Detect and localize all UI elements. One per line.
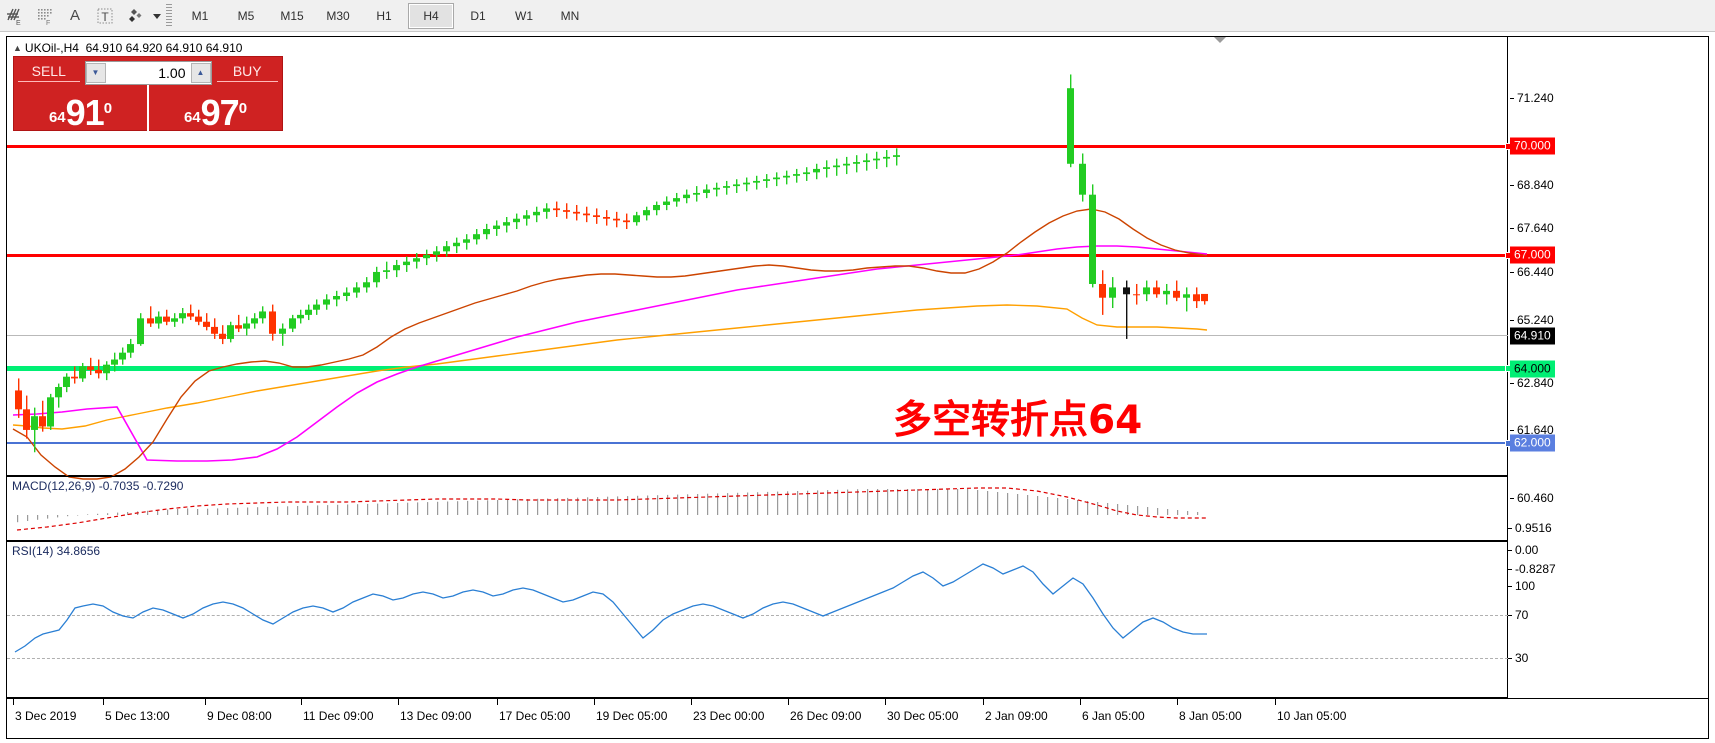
price-label-62[interactable]: 62.000: [1510, 434, 1555, 452]
time-tick: 8 Jan 05:00: [1177, 699, 1242, 723]
svg-text:E: E: [16, 20, 21, 26]
svg-text:F: F: [46, 20, 50, 26]
ohlc-values: 64.910 64.920 64.910 64.910: [85, 41, 243, 55]
timeframe-m30[interactable]: M30: [326, 8, 350, 23]
text-tool-icon[interactable]: A: [69, 7, 80, 24]
timeframe-d1[interactable]: D1: [470, 8, 486, 23]
main-toolbar: E F A T M1 M5 M15 M30 H1 H4 D1 W: [0, 0, 1715, 32]
price-tick-60460: 60.460: [1510, 491, 1554, 505]
time-tick: 11 Dec 09:00: [301, 699, 374, 723]
price-label-70[interactable]: 70.000: [1510, 137, 1555, 155]
rsi-line: [14, 563, 1207, 653]
price-tick-61640: 61.640: [1510, 423, 1554, 437]
sell-button[interactable]: SELL: [18, 63, 80, 82]
price-tick-68840: 68.840: [1510, 178, 1554, 192]
grid-template-icon[interactable]: F: [30, 3, 60, 29]
volume-increase-button[interactable]: ▲: [190, 62, 211, 83]
macd-tick-zero: 0.00: [1507, 543, 1539, 557]
ma-orange-line: [12, 304, 1208, 430]
macd-tick-lower: -0.8287: [1508, 562, 1556, 576]
price-label-64[interactable]: 64.000: [1510, 360, 1555, 378]
rsi-tick-100: 100: [1507, 579, 1536, 593]
time-tick: 17 Dec 05:00: [496, 699, 571, 723]
rsi-series-layer: [14, 563, 1207, 653]
time-tick: 13 Dec 09:00: [397, 699, 472, 723]
macd-series-layer: [16, 487, 1207, 531]
time-tick: 9 Dec 08:00: [205, 699, 272, 723]
macd-label: MACD(12,26,9) -0.7035 -0.7290: [12, 479, 184, 493]
current-price-label: 64.910: [1510, 327, 1555, 345]
volume-decrease-button[interactable]: ▼: [85, 62, 106, 83]
rsi-tick-30: 30: [1507, 651, 1529, 665]
current-price-gridline: [7, 335, 1508, 336]
rsi-pane[interactable]: RSI(14) 34.8656: [7, 541, 1508, 698]
ma-magenta-line: [12, 245, 1208, 462]
price-label-67[interactable]: 67.000: [1510, 246, 1555, 264]
timeframe-w1[interactable]: W1: [515, 8, 533, 23]
timeframe-mn[interactable]: MN: [560, 8, 580, 23]
symbol-header: ▲ UKOil-,H4 64.910 64.920 64.910 64.910: [13, 41, 242, 55]
svg-text:T: T: [101, 10, 109, 24]
time-axis[interactable]: 3 Dec 2019 5 Dec 13:00 9 Dec 08:00 11 Dec 0…: [7, 698, 1708, 738]
candlestick-group: [15, 74, 1208, 453]
volume-stepper[interactable]: ▼ ▲: [84, 60, 212, 85]
price-tick-66440: 66.440: [1510, 265, 1554, 279]
rsi-level-30-line: [7, 658, 1508, 659]
indicators-icon[interactable]: E: [0, 3, 30, 29]
collapse-arrow-icon[interactable]: ▲: [13, 43, 22, 53]
sell-price-pips: 91: [65, 92, 105, 133]
rsi-label: RSI(14) 34.8656: [12, 544, 101, 558]
time-tick: 23 Dec 00:00: [690, 699, 765, 723]
text-label-icon[interactable]: T: [90, 3, 120, 29]
sell-price-fraction: 0: [103, 100, 113, 117]
time-tick: 10 Jan 05:00: [1274, 699, 1347, 723]
toolbar-grip[interactable]: [166, 3, 172, 28]
macd-pane[interactable]: MACD(12,26,9) -0.7035 -0.7290: [7, 476, 1508, 541]
chart-window: ▲ UKOil-,H4 64.910 64.920 64.910 64.910 多…: [6, 36, 1709, 739]
timeframe-m5[interactable]: M5: [237, 8, 255, 23]
timeframe-h1[interactable]: H1: [376, 8, 392, 23]
price-tick-67640: 67.640: [1510, 221, 1554, 235]
macd-histogram: [17, 489, 1199, 523]
time-tick: 19 Dec 05:00: [593, 699, 668, 723]
rsi-tick-70: 70: [1507, 608, 1529, 622]
macd-tick-upper: 0.9516: [1508, 521, 1552, 535]
buy-price-fraction: 0: [238, 100, 248, 117]
time-tick: 26 Dec 09:00: [787, 699, 862, 723]
rsi-level-70-line: [7, 615, 1508, 616]
chart-annotation: 多空转折点64: [893, 398, 1143, 443]
time-tick: 3 Dec 2019: [12, 699, 77, 723]
buy-price-whole: 64: [183, 109, 201, 126]
ma-red-line: [12, 208, 1208, 480]
time-tick: 5 Dec 13:00: [103, 699, 170, 723]
price-tick-71240: 71.240: [1510, 91, 1554, 105]
price-pane[interactable]: ▲ UKOil-,H4 64.910 64.920 64.910 64.910 多…: [7, 37, 1512, 480]
sell-price-display[interactable]: 64 91 0: [14, 85, 147, 131]
buy-price-display[interactable]: 64 97 0: [147, 85, 282, 131]
time-tick: 2 Jan 09:00: [983, 699, 1048, 723]
buy-price-pips: 97: [200, 92, 240, 133]
sell-price-whole: 64: [48, 109, 66, 126]
price-tick-62840: 62.840: [1510, 376, 1554, 390]
timeframe-m1[interactable]: M1: [191, 8, 209, 23]
buy-button[interactable]: BUY: [216, 63, 278, 82]
timeframe-h4[interactable]: H4: [408, 2, 454, 29]
time-tick: 30 Dec 05:00: [884, 699, 959, 723]
price-series-layer: [12, 74, 1208, 480]
price-axis[interactable]: 71.240 68.840 67.640 66.440 65.240 62.84…: [1507, 37, 1709, 697]
objects-icon[interactable]: [120, 3, 150, 29]
timeframe-m15[interactable]: M15: [280, 8, 304, 23]
chart-scroll-handle[interactable]: [1214, 37, 1226, 43]
chevron-down-icon[interactable]: [150, 3, 164, 29]
symbol-ohlc-text: UKOil-,H4: [24, 41, 79, 55]
volume-input[interactable]: [105, 61, 191, 84]
price-tick-65240: 65.240: [1510, 313, 1554, 327]
macd-signal-line: [16, 487, 1207, 531]
time-tick: 6 Jan 05:00: [1080, 699, 1145, 723]
